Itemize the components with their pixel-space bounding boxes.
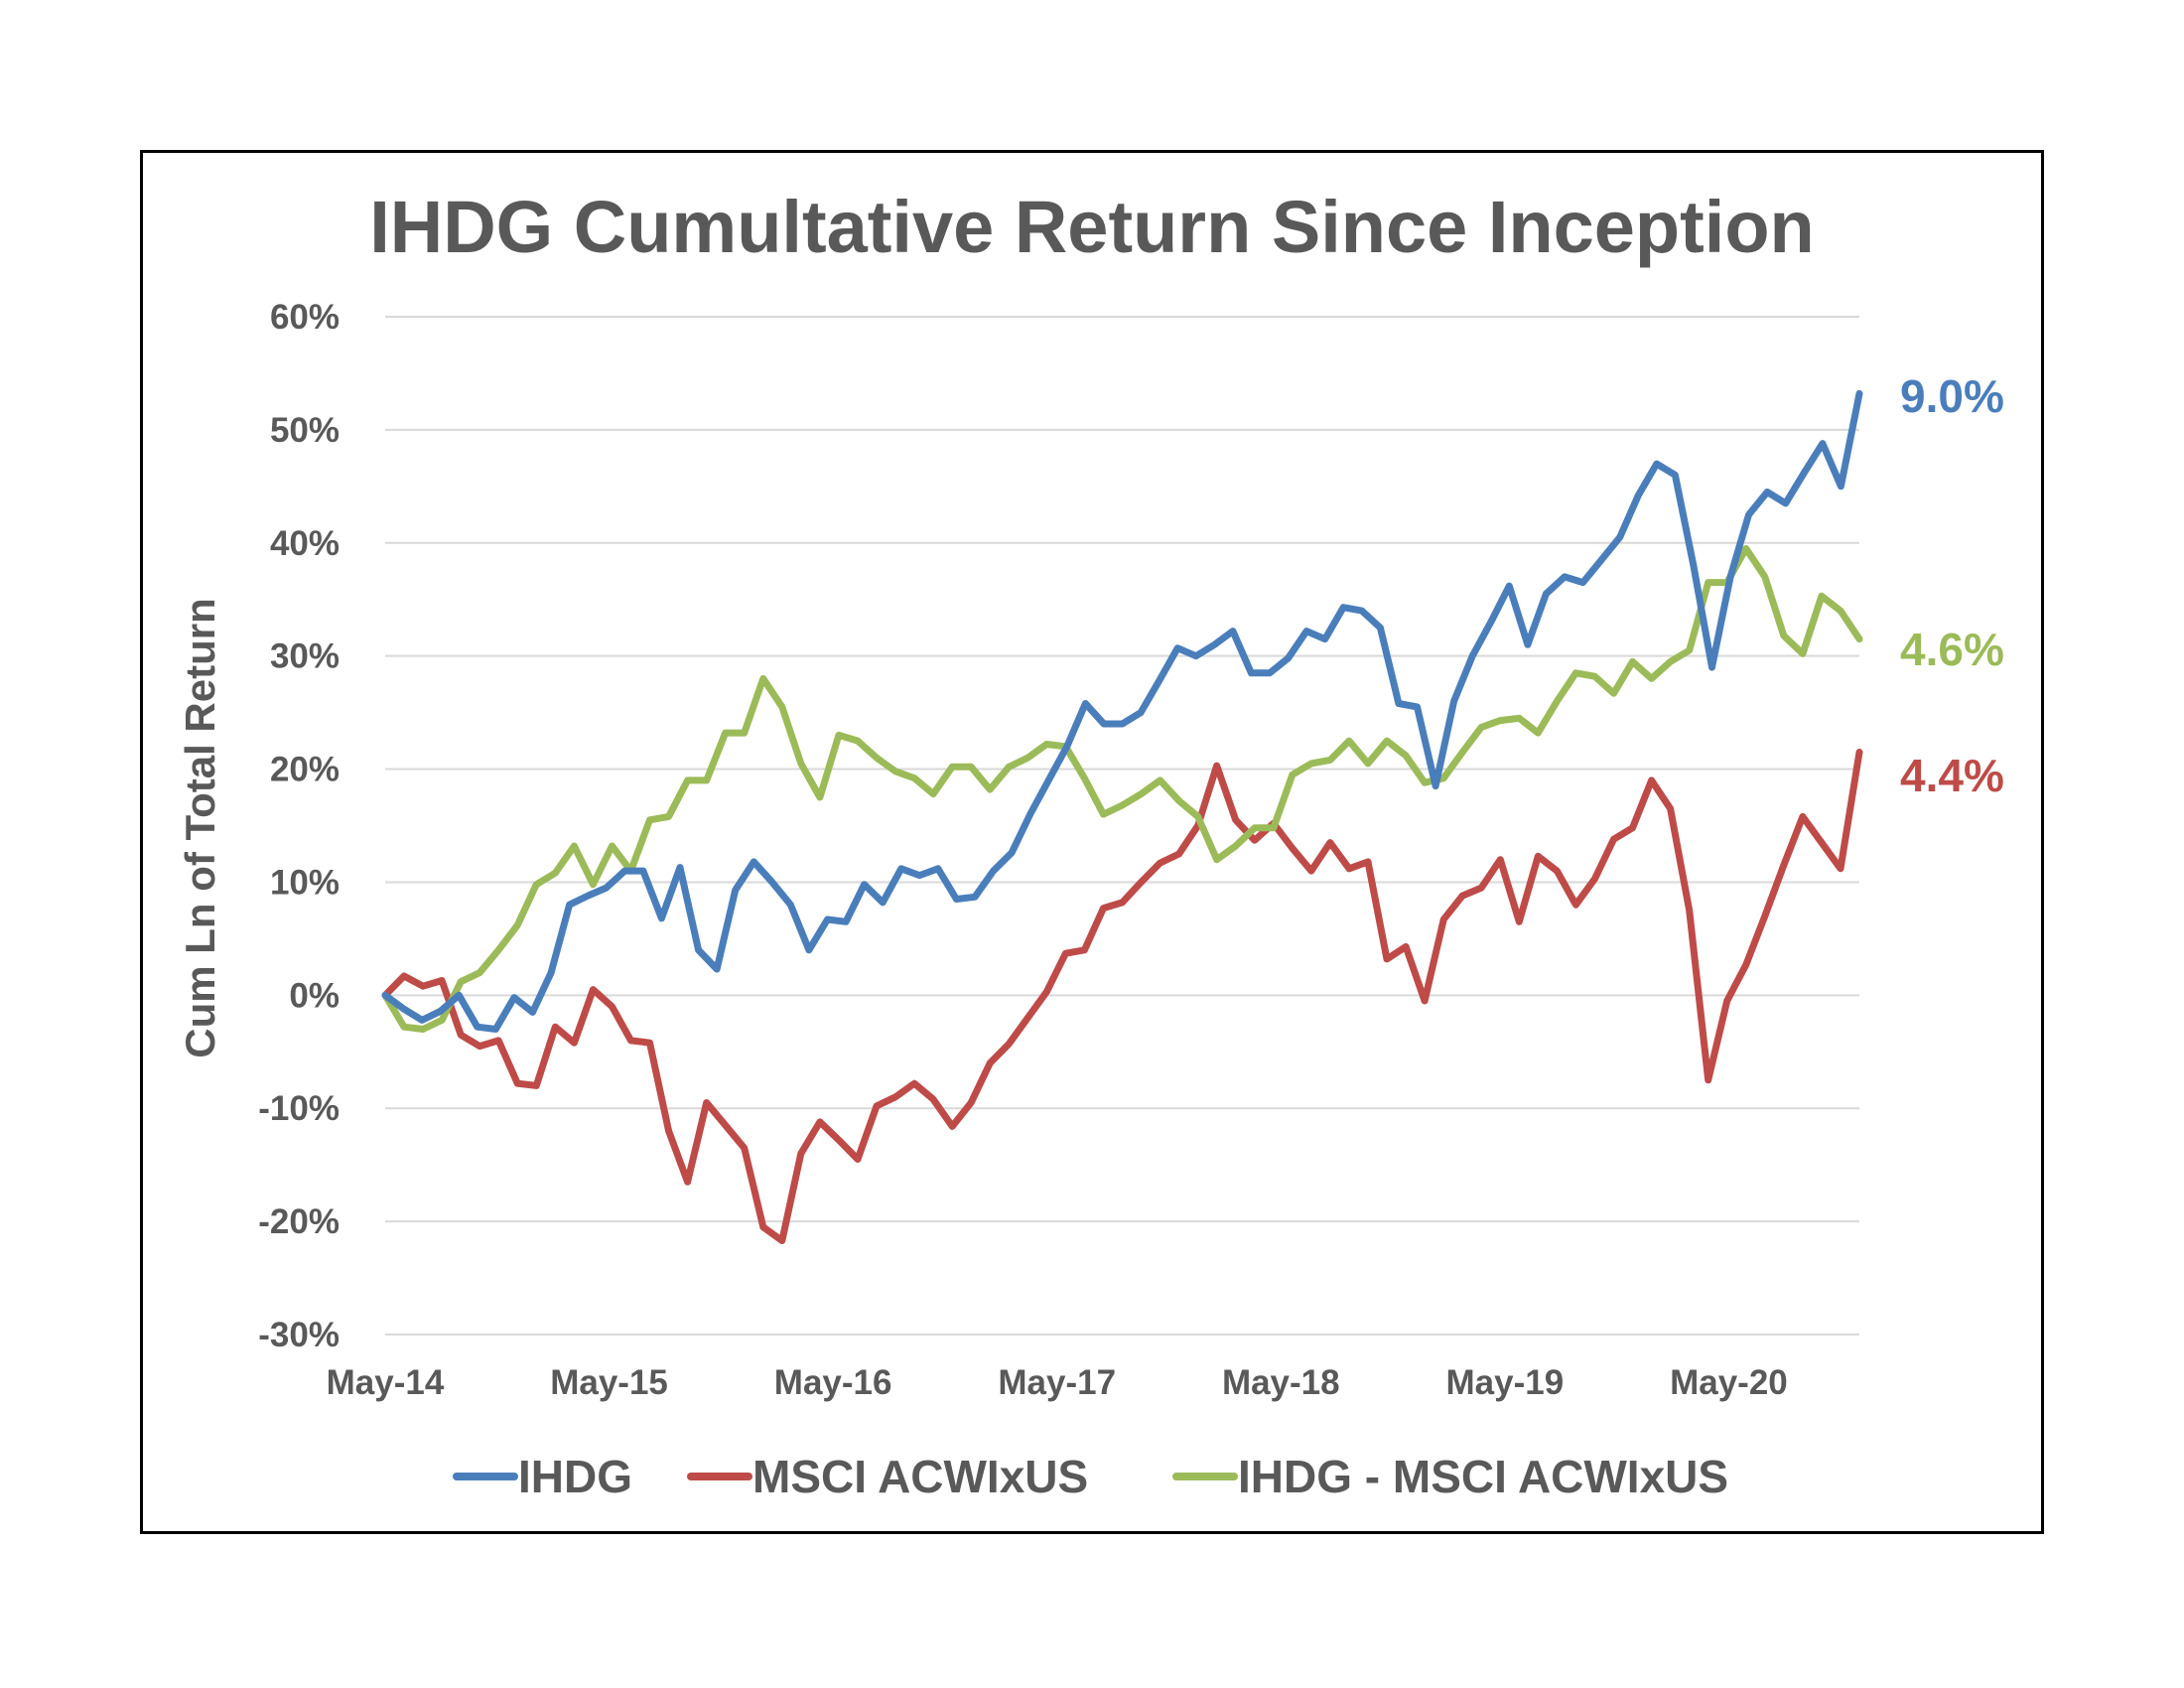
x-tick-label: May-19 xyxy=(1446,1363,1565,1402)
grid-layer xyxy=(385,316,1859,1336)
series-end-label: 9.0% xyxy=(1900,370,2004,422)
legend-label: IHDG xyxy=(518,1451,632,1502)
x-tick-label: May-15 xyxy=(550,1363,668,1402)
legend-label: IHDG - MSCI ACWIxUS xyxy=(1238,1451,1728,1502)
legend: IHDG MSCI ACWIxUS IHDG - MSCI ACWIxUS xyxy=(453,1451,1728,1502)
x-tick-label: May-17 xyxy=(998,1363,1116,1402)
chart-title: IHDG Cumultative Return Since Inception xyxy=(369,186,1815,268)
x-tick-label: May-14 xyxy=(327,1363,445,1402)
chart-frame: IHDG Cumultative Return Since Inception … xyxy=(140,150,2044,1534)
y-tick-label: 50% xyxy=(270,411,340,450)
y-axis-title: Cum Ln of Total Return xyxy=(177,598,223,1058)
y-tick-label: -30% xyxy=(258,1316,340,1354)
y-tick-label: -10% xyxy=(258,1089,340,1128)
x-tick-label: May-16 xyxy=(774,1363,892,1402)
series-end-label: 4.4% xyxy=(1900,750,2004,801)
y-tick-label: 40% xyxy=(270,524,340,563)
x-tick-label: May-18 xyxy=(1222,1363,1340,1402)
series-line xyxy=(381,545,1863,1033)
y-tick-labels: 60% 50% 40% 30% 20% 10% 0% -10% -20% -30% xyxy=(258,298,340,1354)
y-tick-label: 10% xyxy=(270,863,340,902)
series-end-label: 4.6% xyxy=(1900,624,2004,675)
chart-svg: IHDG Cumultative Return Since Inception … xyxy=(177,186,2004,1502)
y-tick-label: 0% xyxy=(289,976,340,1015)
legend-label: MSCI ACWIxUS xyxy=(752,1451,1088,1502)
series-line xyxy=(381,749,1863,1244)
end-labels: 9.0% 4.6% 4.4% xyxy=(1900,370,2004,801)
series-line xyxy=(381,389,1863,1033)
y-tick-label: -20% xyxy=(258,1202,340,1241)
series-layer xyxy=(381,389,1863,1244)
y-tick-label: 20% xyxy=(270,751,340,789)
x-tick-label: May-20 xyxy=(1670,1363,1788,1402)
x-tick-labels: May-14 May-15 May-16 May-17 May-18 May-19 May-… xyxy=(327,1363,1788,1402)
y-tick-label: 60% xyxy=(270,298,340,337)
y-tick-label: 30% xyxy=(270,637,340,676)
